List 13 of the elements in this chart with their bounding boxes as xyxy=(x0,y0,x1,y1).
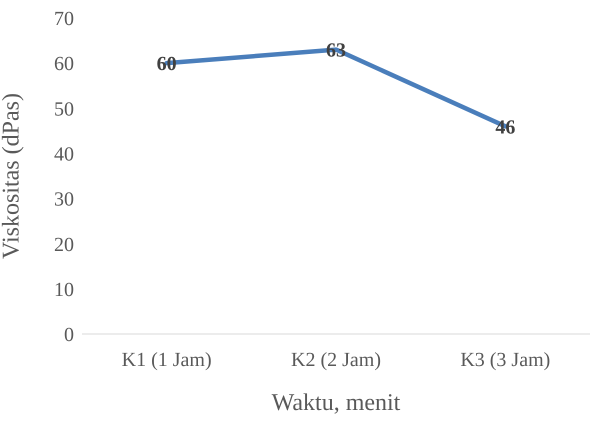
y-tick-label: 60 xyxy=(54,53,74,76)
x-tick-label: K1 (1 Jam) xyxy=(122,349,212,372)
y-tick-label: 70 xyxy=(54,8,74,30)
y-axis-title: Viskositas (dPas) xyxy=(0,93,25,259)
x-tick-label: K3 (3 Jam) xyxy=(460,349,550,372)
y-tick-label: 0 xyxy=(64,324,74,346)
y-tick-label: 40 xyxy=(54,144,74,166)
y-tick-label: 20 xyxy=(54,234,74,256)
y-tick-label: 10 xyxy=(54,278,74,301)
x-axis-title: Waktu, menit xyxy=(272,390,401,416)
y-tick-label: 50 xyxy=(54,98,74,120)
y-tick-label: 30 xyxy=(54,188,74,211)
x-tick-label: K2 (2 Jam) xyxy=(291,349,381,372)
